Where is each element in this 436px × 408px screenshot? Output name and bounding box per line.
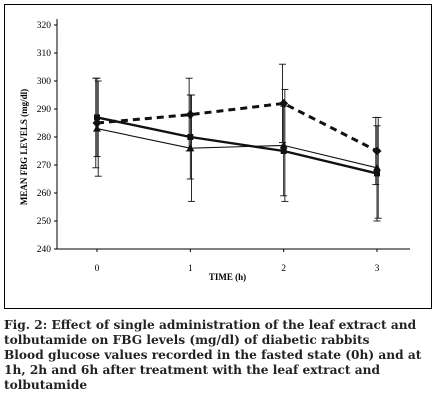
x-tick-label: 3 — [375, 264, 380, 274]
data-point — [279, 98, 289, 108]
x-tick-label: 1 — [188, 264, 193, 274]
data-point — [374, 170, 380, 177]
y-tick-label: 300 — [37, 77, 52, 87]
x-tick-label: 0 — [95, 264, 100, 274]
series-line — [96, 128, 378, 169]
y-tick-label: 290 — [37, 105, 52, 115]
x-tick-label: 2 — [281, 264, 286, 274]
series-line — [96, 101, 378, 153]
x-axis-title: TIME (h) — [209, 272, 246, 282]
data-point — [94, 114, 100, 121]
data-point — [279, 141, 288, 149]
data-point — [373, 163, 381, 171]
y-tick-label: 320 — [37, 21, 52, 31]
figure-caption: Fig. 2: Effect of single administration … — [4, 318, 432, 393]
caption-body: Blood glucose values recorded in the fas… — [4, 348, 422, 392]
series-line — [96, 116, 378, 175]
caption-title: Fig. 2: Effect of single administration … — [4, 318, 417, 347]
y-tick-label: 270 — [37, 161, 52, 171]
data-point — [186, 144, 195, 152]
chart-frame: 240 250 260 270 280 290 300 310 320 0 1 2 3 TIME (h) M… — [4, 4, 432, 309]
data-point — [187, 134, 194, 140]
y-tick-label: 280 — [37, 133, 52, 143]
y-axis-title: MEAN FBG LEVELS (mg/dl) — [19, 89, 29, 205]
line-chart: 240 250 260 270 280 290 300 310 320 0 1 2 3 TIME (h) M… — [19, 19, 410, 282]
y-tick-label: 260 — [37, 189, 52, 199]
data-point — [280, 148, 287, 154]
y-tick-label: 310 — [37, 49, 52, 59]
data-point — [93, 124, 101, 132]
y-tick-label: 240 — [37, 245, 52, 255]
y-tick-label: 250 — [37, 217, 52, 227]
